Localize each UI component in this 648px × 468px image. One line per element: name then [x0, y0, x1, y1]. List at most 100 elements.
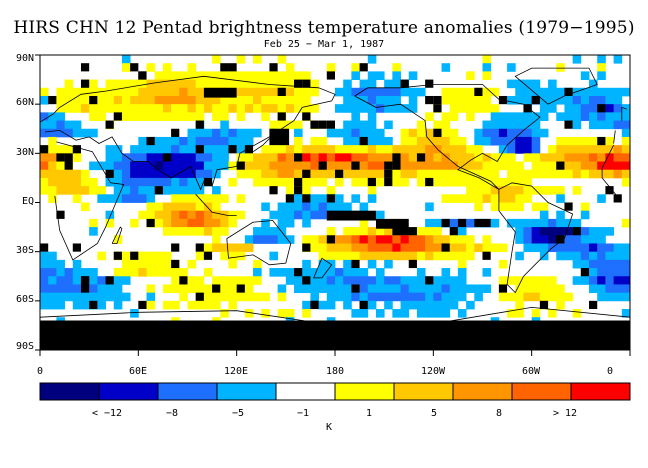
- anomaly-cell: [56, 268, 65, 277]
- anomaly-cell: [507, 112, 516, 121]
- anomaly-cell: [507, 292, 516, 302]
- anomaly-cell: [597, 276, 606, 285]
- anomaly-cell: [121, 161, 131, 171]
- anomaly-cell: [597, 112, 606, 121]
- anomaly-cell: [425, 218, 434, 228]
- anomaly-cell: [367, 161, 377, 171]
- missing-data-cell: [433, 95, 442, 105]
- anomaly-cell: [162, 63, 172, 72]
- anomaly-cell: [138, 194, 147, 203]
- anomaly-cell: [457, 309, 467, 318]
- anomaly-cell: [351, 145, 360, 154]
- anomaly-cell: [621, 177, 631, 187]
- anomaly-cell: [441, 235, 451, 244]
- coastline-segment: [111, 226, 123, 244]
- anomaly-cell: [212, 202, 221, 212]
- missing-data-cell: [580, 268, 590, 277]
- anomaly-cell: [400, 235, 410, 244]
- missing-data-cell: [48, 95, 57, 105]
- anomaly-cell: [466, 300, 475, 310]
- anomaly-cell: [269, 145, 279, 154]
- anomaly-cell: [64, 95, 74, 105]
- anomaly-cell: [162, 87, 172, 97]
- anomaly-cell: [375, 177, 385, 187]
- anomaly-cell: [179, 284, 188, 294]
- anomaly-cell: [228, 79, 238, 89]
- anomaly-cell: [285, 120, 295, 130]
- anomaly-cell: [375, 104, 385, 113]
- anomaly-cell: [89, 104, 98, 113]
- anomaly-cell: [466, 194, 475, 203]
- anomaly-cell: [97, 284, 106, 294]
- anomaly-cell: [48, 259, 57, 269]
- anomaly-cell: [236, 210, 246, 220]
- anomaly-cell: [589, 251, 598, 261]
- anomaly-cell: [515, 95, 524, 105]
- anomaly-cell: [40, 128, 49, 138]
- anomaly-cell: [474, 104, 483, 113]
- anomaly-cell: [449, 177, 459, 187]
- anomaly-cell: [621, 292, 631, 302]
- anomaly-cell: [212, 186, 221, 195]
- anomaly-cell: [48, 251, 57, 261]
- missing-data-cell: [80, 63, 90, 72]
- colorbar-label-8: 8: [495, 408, 503, 419]
- anomaly-cell: [367, 169, 377, 179]
- anomaly-cell: [105, 210, 115, 220]
- anomaly-cell: [457, 161, 467, 171]
- missing-data-cell: [294, 268, 303, 277]
- anomaly-cell: [302, 284, 311, 294]
- anomaly-cell: [367, 243, 377, 253]
- anomaly-cell: [507, 120, 516, 130]
- anomaly-cell: [474, 153, 483, 162]
- anomaly-cell: [72, 259, 82, 269]
- anomaly-cell: [392, 169, 401, 179]
- lat-label-eq: EQ: [21, 196, 34, 207]
- anomaly-cell: [121, 112, 131, 121]
- anomaly-cell: [359, 128, 369, 138]
- anomaly-cell: [539, 292, 549, 302]
- anomaly-cell: [359, 153, 369, 162]
- colorbar-swatch: [570, 382, 631, 401]
- anomaly-cell: [236, 251, 246, 261]
- missing-data-cell: [482, 251, 491, 260]
- anomaly-cell: [220, 95, 229, 105]
- anomaly-cell: [564, 251, 574, 261]
- anomaly-cell: [359, 95, 369, 105]
- anomaly-cell: [343, 300, 352, 310]
- anomaly-cell: [318, 259, 328, 269]
- anomaly-cell: [48, 112, 57, 121]
- anomaly-cell: [507, 161, 516, 171]
- anomaly-cell: [408, 169, 418, 179]
- anomaly-cell: [310, 153, 320, 162]
- anomaly-cell: [326, 227, 336, 236]
- anomaly-cell: [228, 161, 238, 171]
- anomaly-cell: [187, 169, 197, 179]
- anomaly-cell: [384, 251, 393, 261]
- anomaly-cell: [482, 186, 492, 195]
- anomaly-cell: [130, 259, 139, 269]
- anomaly-cell: [310, 79, 320, 89]
- anomaly-cell: [302, 309, 311, 318]
- anomaly-cell: [425, 153, 434, 162]
- anomaly-cell: [48, 177, 57, 187]
- anomaly-cell: [72, 169, 82, 179]
- anomaly-cell: [318, 194, 328, 203]
- missing-data-cell: [482, 218, 491, 228]
- anomaly-cell: [416, 227, 426, 236]
- anomaly-cell: [556, 218, 565, 228]
- anomaly-cell: [613, 243, 623, 253]
- anomaly-cell: [351, 243, 360, 253]
- anomaly-cell: [548, 276, 557, 285]
- anomaly-cell: [621, 243, 631, 253]
- anomaly-cell: [589, 243, 598, 253]
- anomaly-cell: [597, 292, 606, 302]
- anomaly-cell: [523, 169, 533, 179]
- anomaly-cell: [457, 95, 467, 105]
- anomaly-cell: [408, 95, 418, 105]
- anomaly-cell: [580, 259, 590, 269]
- anomaly-cell: [466, 71, 475, 80]
- anomaly-cell: [490, 194, 500, 203]
- missing-data-cell: [425, 79, 434, 88]
- anomaly-cell: [326, 300, 336, 310]
